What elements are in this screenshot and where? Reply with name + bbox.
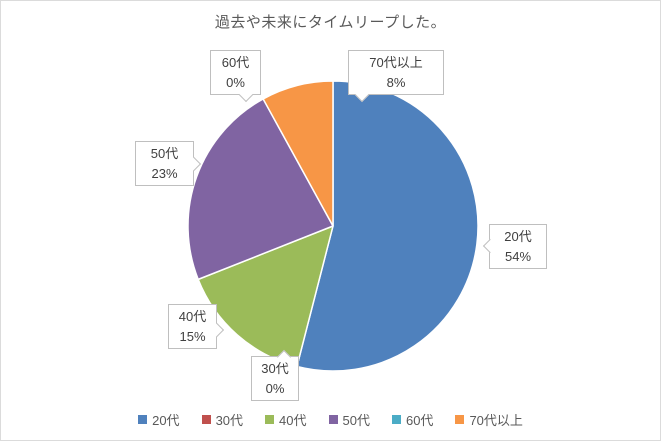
legend-item-50s: 50代: [328, 410, 370, 429]
callout-category: 20代: [504, 229, 532, 244]
chart-title: 過去や未来にタイムリープした。: [214, 14, 447, 31]
legend-item-70s-plus: 70代以上: [455, 410, 523, 429]
pie-slice-50代: [187, 98, 334, 281]
legend-marker-icon: [265, 415, 275, 424]
callout-category: 60代: [221, 55, 250, 70]
legend-label: 60代: [405, 413, 434, 428]
callout-category: 30代: [261, 361, 289, 376]
legend-label: 40代: [279, 413, 307, 428]
legend-item-30s: 30代: [201, 410, 244, 429]
legend-label: 70代以上: [469, 413, 523, 428]
callout-value: 15%: [179, 328, 206, 344]
legend-marker-icon: [138, 415, 148, 424]
legend-item-40s: 40代: [265, 410, 307, 429]
callout-value: 8%: [386, 74, 406, 90]
legend-item-20s: 20代: [138, 410, 180, 429]
callout-value: 23%: [151, 165, 178, 181]
callout-category: 40代: [178, 309, 207, 324]
legend-marker-icon: [455, 415, 465, 424]
callout-value: 0%: [226, 74, 245, 90]
legend-marker-icon: [201, 415, 211, 424]
data-label-30s: 30代 0%: [251, 349, 299, 401]
legend-marker-icon: [328, 415, 338, 424]
legend-marker-icon: [391, 415, 401, 424]
callout-category: 70代以上: [369, 55, 423, 70]
chart-legend: 20代 30代 40代 50代 60代 70代以上: [1, 410, 660, 429]
data-label-60s: 60代 0%: [210, 50, 261, 102]
callout-value: 0%: [265, 380, 285, 396]
legend-label: 20代: [152, 413, 180, 428]
legend-item-60s: 60代: [391, 410, 434, 429]
pie-slice-20代: [296, 80, 479, 372]
data-label-50s: 50代 23%: [135, 141, 201, 186]
callout-category: 50代: [150, 146, 179, 161]
legend-label: 50代: [342, 413, 370, 428]
pie-slice-70代以上: [262, 80, 334, 227]
callout-value: 54%: [504, 248, 532, 264]
data-label-40s: 40代 15%: [168, 304, 224, 349]
legend-label: 30代: [215, 413, 244, 428]
data-label-20s: 20代 54%: [482, 224, 547, 269]
data-label-70s-plus: 70代以上 8%: [348, 50, 444, 102]
